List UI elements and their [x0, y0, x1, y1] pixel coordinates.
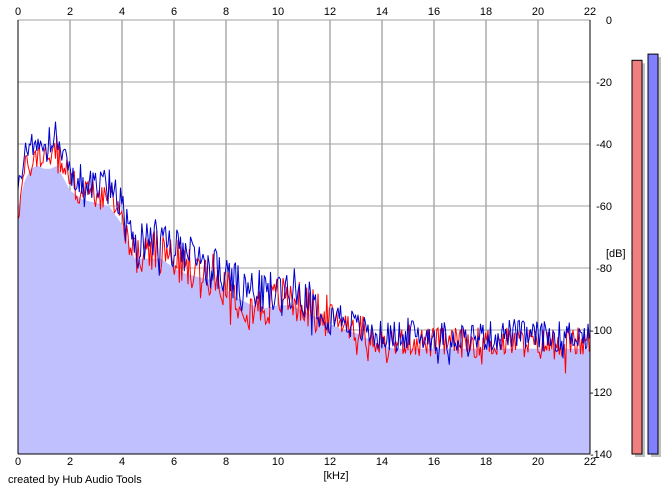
x-tick-label-bottom: 12	[324, 456, 336, 468]
series-lines	[17, 121, 590, 374]
x-tick-label-top: 16	[428, 6, 440, 18]
x-tick-label-top: 22	[584, 6, 596, 18]
level-meter-1	[631, 59, 643, 455]
x-tick-label-bottom: 6	[171, 456, 177, 468]
x-tick-label-bottom: 8	[223, 456, 229, 468]
y-tick-label: -60	[596, 201, 612, 213]
x-tick-label-top: 2	[67, 6, 73, 18]
x-tick-label-bottom: 0	[15, 456, 21, 468]
x-tick-label-top: 10	[272, 6, 284, 18]
x-tick-label-bottom: 2	[67, 456, 73, 468]
x-tick-label-top: 20	[532, 6, 544, 18]
level-meters	[631, 53, 661, 458]
x-tick-label-bottom: 18	[480, 456, 492, 468]
x-tick-label-top: 4	[119, 6, 125, 18]
y-tick-label: 0	[606, 15, 612, 27]
x-tick-label-top: 8	[223, 6, 229, 18]
x-tick-label-top: 12	[324, 6, 336, 18]
spectrum-fill	[18, 165, 590, 454]
y-tick-label: -20	[596, 77, 612, 89]
y-axis-label: [dB]	[606, 248, 626, 260]
x-tick-label-top: 14	[376, 6, 388, 18]
y-tick-label: -100	[590, 325, 612, 337]
x-tick-label-bottom: 4	[119, 456, 125, 468]
x-tick-label-bottom: 22	[584, 456, 596, 468]
y-tick-label: -80	[596, 263, 612, 275]
spectrum-line-1	[17, 136, 590, 374]
credit-text: created by Hub Audio Tools	[8, 474, 142, 486]
level-meter-2	[647, 53, 659, 455]
spectrum-line-2	[17, 121, 590, 365]
x-tick-label-bottom: 10	[272, 456, 284, 468]
x-tick-label-top: 6	[171, 6, 177, 18]
x-axis-label: [kHz]	[323, 470, 348, 482]
x-tick-label-top: 0	[15, 6, 21, 18]
axes: 002244668810101212141416161818202022220-…	[15, 6, 612, 468]
x-tick-label-top: 18	[480, 6, 492, 18]
y-tick-label: -40	[596, 139, 612, 151]
x-tick-label-bottom: 14	[376, 456, 388, 468]
x-tick-label-bottom: 20	[532, 456, 544, 468]
x-tick-label-bottom: 16	[428, 456, 440, 468]
y-tick-label: -120	[590, 387, 612, 399]
fill-area	[18, 165, 590, 454]
y-tick-label: -140	[590, 449, 612, 461]
